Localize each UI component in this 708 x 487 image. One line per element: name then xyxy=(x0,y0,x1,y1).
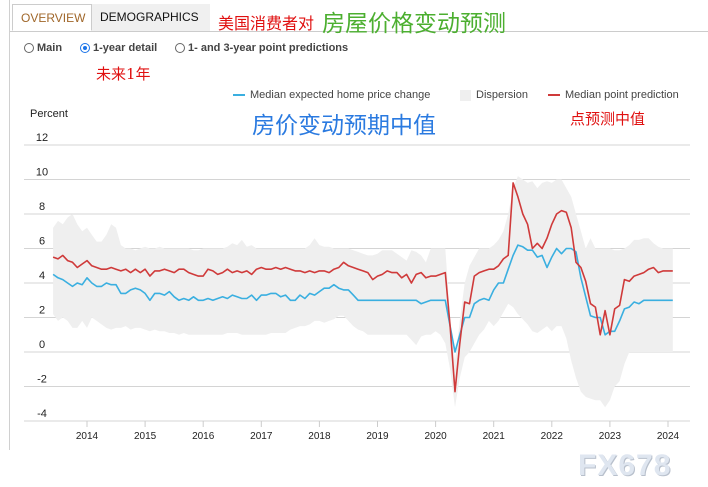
legend-label: Median expected home price change xyxy=(250,89,431,101)
x-tick-label: 2016 xyxy=(192,431,215,442)
x-tick-label: 2018 xyxy=(308,431,331,442)
annotation-median: 房价变动预期中值 xyxy=(252,112,436,138)
watermark: FX678 xyxy=(578,449,672,482)
y-axis-label: Percent xyxy=(30,108,68,120)
annotation-title-red: 美国消费者对 xyxy=(218,16,315,33)
tab-overview[interactable]: OVERVIEW xyxy=(12,4,92,31)
y-tick-label: 8 xyxy=(39,201,45,213)
radio-point-predictions[interactable]: 1- and 3-year point predictions xyxy=(175,42,348,54)
legend-dispersion[interactable]: Dispersion xyxy=(460,89,528,101)
x-tick-label: 2014 xyxy=(76,431,99,442)
radio-icon xyxy=(24,43,34,53)
y-tick-label: -2 xyxy=(37,374,47,386)
legend-line-icon xyxy=(548,94,560,96)
radio-label: Main xyxy=(37,42,63,54)
x-tick-label: 2017 xyxy=(250,431,273,442)
radio-label: 1-year detail xyxy=(93,42,158,54)
y-tick-label: 6 xyxy=(39,236,45,248)
legend-area-icon xyxy=(460,89,471,101)
median-expected-line xyxy=(52,244,673,353)
y-tick-label: -4 xyxy=(37,408,47,420)
legend-line-icon xyxy=(233,94,245,96)
x-tick-label: 2019 xyxy=(366,431,389,442)
x-tick-label: 2021 xyxy=(483,431,506,442)
radio-icon xyxy=(175,43,185,53)
radio-label: 1- and 3-year point predictions xyxy=(188,42,349,54)
radio-checked-icon xyxy=(80,43,90,53)
x-tick-label: 2023 xyxy=(599,431,622,442)
legend-point[interactable]: Median point prediction xyxy=(548,89,679,101)
tab-demographics[interactable]: DEMOGRAPHICS xyxy=(92,4,210,31)
legend-label: Median point prediction xyxy=(565,89,679,101)
y-tick-label: 4 xyxy=(39,270,45,282)
legend-label: Dispersion xyxy=(476,89,528,101)
annotation-point: 点预测中值 xyxy=(570,111,646,128)
panel-border xyxy=(9,0,10,450)
x-tick-label: 2024 xyxy=(657,431,680,442)
y-tick-label: 2 xyxy=(39,305,45,317)
annotation-one-year: 未来1年 xyxy=(96,65,151,83)
legend-median[interactable]: Median expected home price change xyxy=(233,89,430,101)
y-tick-label: 0 xyxy=(39,339,45,351)
radio-1-year-detail[interactable]: 1-year detail xyxy=(80,42,157,54)
y-tick-label: 12 xyxy=(36,132,48,144)
x-tick-label: 2015 xyxy=(134,431,157,442)
x-tick-label: 2020 xyxy=(424,431,447,442)
dispersion-area xyxy=(53,176,673,408)
median-point-line xyxy=(52,182,673,393)
annotation-title-green: 房屋价格变动预测 xyxy=(322,10,506,36)
y-tick-label: 10 xyxy=(36,167,48,179)
radio-main[interactable]: Main xyxy=(24,42,62,54)
tab-bar: OVERVIEW DEMOGRAPHICS xyxy=(10,4,708,32)
x-tick-label: 2022 xyxy=(541,431,564,442)
